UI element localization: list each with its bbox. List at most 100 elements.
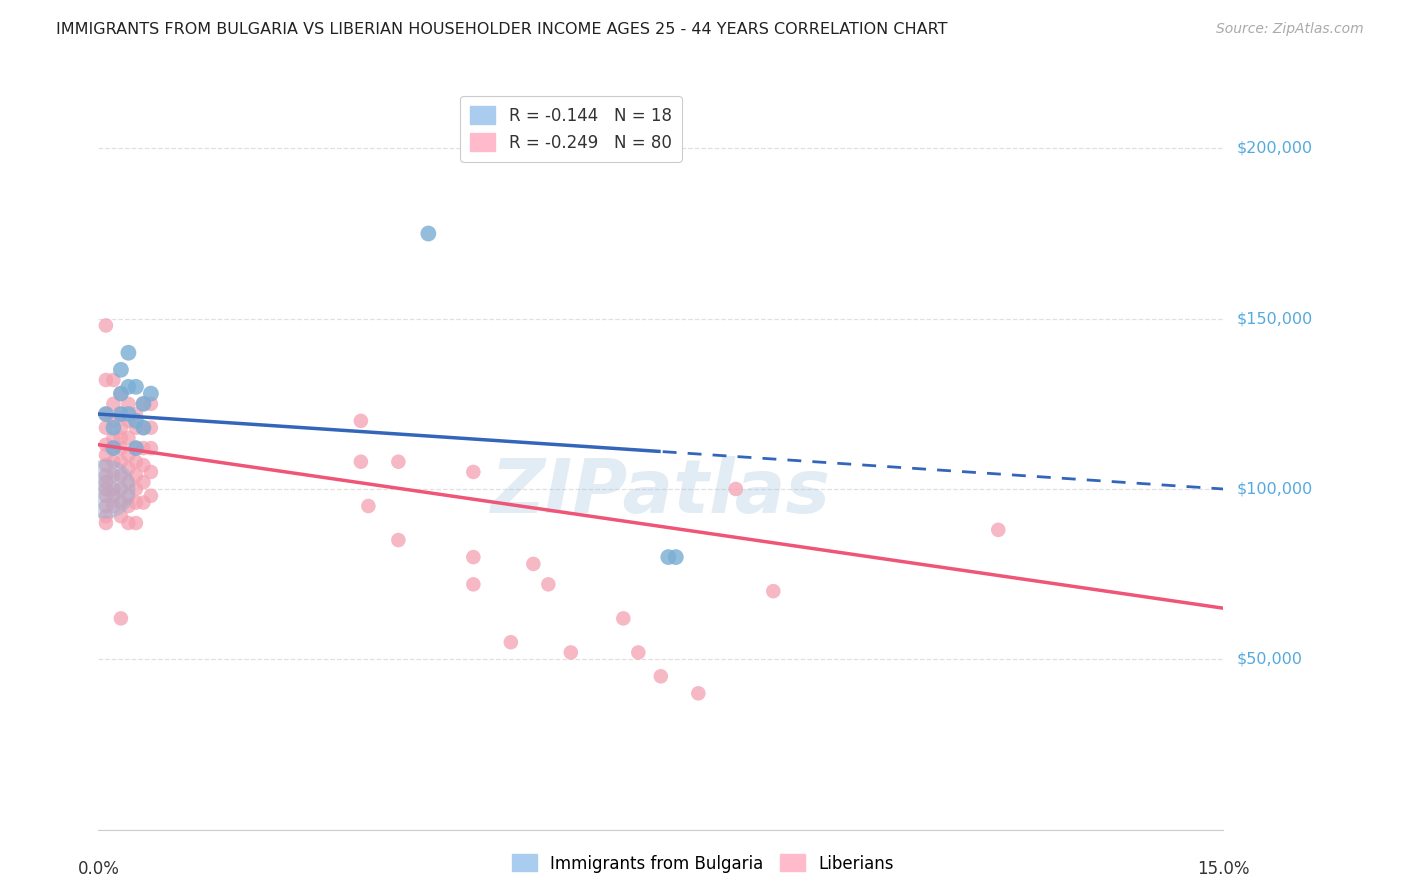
Point: [110, 468, 132, 483]
Point: [103, 489, 125, 503]
Point: [762, 584, 785, 599]
Point: [94, 509, 117, 524]
Point: [94, 458, 117, 472]
Point: [117, 516, 139, 530]
Point: [125, 516, 148, 530]
Point: [139, 397, 162, 411]
Text: $100,000: $100,000: [1237, 482, 1313, 497]
Point: [94, 516, 117, 530]
Point: [688, 686, 710, 700]
Point: [537, 577, 560, 591]
Point: [117, 397, 139, 411]
Point: [499, 635, 522, 649]
Legend: Immigrants from Bulgaria, Liberians: Immigrants from Bulgaria, Liberians: [505, 847, 901, 880]
Text: $200,000: $200,000: [1237, 141, 1313, 156]
Point: [94, 318, 117, 333]
Point: [139, 386, 162, 401]
Text: Source: ZipAtlas.com: Source: ZipAtlas.com: [1216, 22, 1364, 37]
Point: [103, 414, 125, 428]
Point: [94, 468, 117, 483]
Point: [117, 448, 139, 462]
Point: [463, 550, 485, 565]
Point: [139, 420, 162, 434]
Text: 0.0%: 0.0%: [77, 860, 120, 878]
Point: [132, 397, 155, 411]
Point: [125, 441, 148, 455]
Text: $50,000: $50,000: [1237, 652, 1303, 666]
Point: [117, 499, 139, 513]
Point: [103, 468, 125, 483]
Point: [387, 455, 409, 469]
Point: [94, 489, 117, 503]
Point: [560, 645, 582, 659]
Point: [132, 420, 155, 434]
Point: [110, 363, 132, 377]
Point: [132, 420, 155, 434]
Point: [94, 448, 117, 462]
Point: [125, 414, 148, 428]
Point: [357, 499, 380, 513]
Point: [110, 482, 132, 496]
Point: [94, 475, 117, 490]
Point: [125, 380, 148, 394]
Point: [110, 431, 132, 445]
Point: [94, 407, 117, 421]
Point: [103, 431, 125, 445]
Point: [612, 611, 634, 625]
Point: [987, 523, 1010, 537]
Point: [117, 380, 139, 394]
Point: [94, 482, 117, 496]
Point: [125, 441, 148, 455]
Point: [132, 397, 155, 411]
Point: [132, 475, 155, 490]
Point: [125, 495, 148, 509]
Point: [125, 455, 148, 469]
Point: [463, 465, 485, 479]
Point: [110, 455, 132, 469]
Point: [117, 345, 139, 359]
Point: [103, 397, 125, 411]
Point: [665, 550, 688, 565]
Text: 15.0%: 15.0%: [1197, 860, 1250, 878]
Point: [94, 407, 117, 421]
Text: IMMIGRANTS FROM BULGARIA VS LIBERIAN HOUSEHOLDER INCOME AGES 25 - 44 YEARS CORRE: IMMIGRANTS FROM BULGARIA VS LIBERIAN HOU…: [56, 22, 948, 37]
Point: [110, 441, 132, 455]
Point: [94, 373, 117, 387]
Point: [103, 441, 125, 455]
Point: [110, 495, 132, 509]
Point: [110, 407, 132, 421]
Point: [110, 386, 132, 401]
Point: [125, 420, 148, 434]
Point: [103, 499, 125, 513]
Point: [117, 431, 139, 445]
Point: [110, 386, 132, 401]
Point: [627, 645, 650, 659]
Point: [724, 482, 747, 496]
Text: $150,000: $150,000: [1237, 311, 1313, 326]
Point: [94, 482, 117, 496]
Point: [110, 611, 132, 625]
Point: [110, 509, 132, 524]
Point: [117, 475, 139, 490]
Point: [139, 465, 162, 479]
Point: [418, 227, 440, 241]
Point: [117, 414, 139, 428]
Point: [139, 441, 162, 455]
Point: [110, 407, 132, 421]
Point: [94, 420, 117, 434]
Point: [350, 414, 373, 428]
Legend: R = -0.144   N = 18, R = -0.249   N = 80: R = -0.144 N = 18, R = -0.249 N = 80: [460, 96, 682, 161]
Point: [650, 669, 672, 683]
Point: [94, 438, 117, 452]
Point: [139, 489, 162, 503]
Point: [387, 533, 409, 547]
Point: [117, 461, 139, 475]
Point: [463, 577, 485, 591]
Point: [125, 468, 148, 483]
Point: [125, 482, 148, 496]
Point: [117, 489, 139, 503]
Point: [350, 455, 373, 469]
Point: [110, 420, 132, 434]
Point: [94, 499, 117, 513]
Point: [522, 557, 544, 571]
